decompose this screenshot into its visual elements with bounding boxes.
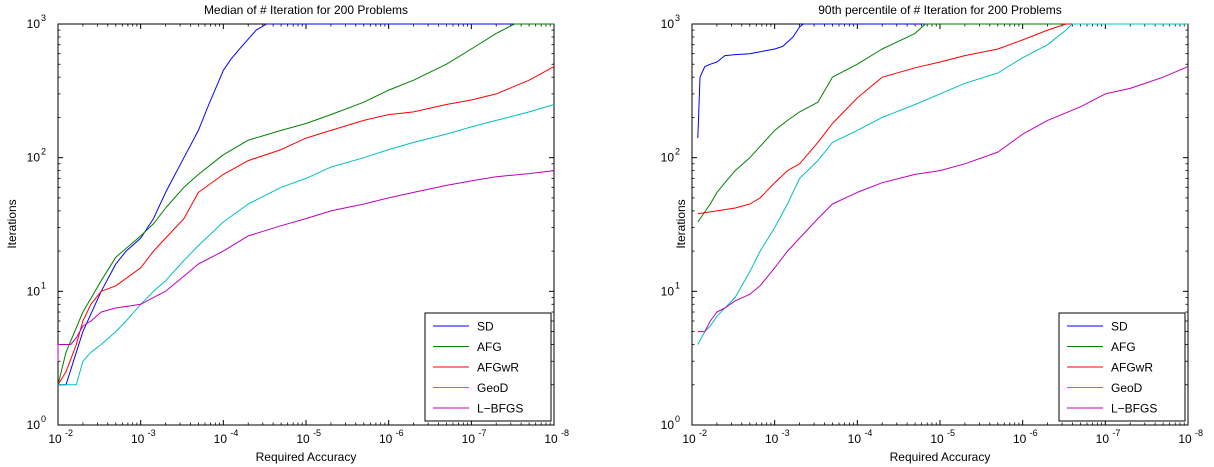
series-line-lbfgs: [697, 66, 1189, 333]
x-tick-label: 10: [296, 432, 310, 446]
y-tick-exponent: 1: [41, 280, 46, 290]
x-tick-label: 10: [131, 432, 145, 446]
x-tick-exponent: -8: [561, 428, 569, 438]
series-lines: [697, 23, 1189, 345]
y-tick-label: 10: [661, 17, 675, 31]
series-line-afgwr: [57, 66, 555, 386]
legend-label: SD: [1111, 320, 1128, 334]
x-tick-exponent: -6: [396, 428, 404, 438]
median-iterations-chart: Median of # Iteration for 200 Problems I…: [5, 3, 569, 464]
x-tick-label: 10: [379, 432, 393, 446]
x-tick-exponent: -5: [313, 428, 321, 438]
legend-label: AFGwR: [477, 361, 519, 375]
x-tick-label: 10: [544, 432, 558, 446]
x-tick-label: 10: [682, 432, 696, 446]
x-tick-label: 10: [462, 432, 476, 446]
axis-ticks: 10 -2 10 -3 10 -4 10 -5 10 -6 10 -7 10 -810 010 110 210 3: [27, 13, 569, 446]
series-lines: [57, 23, 555, 386]
y-tick-label: 10: [27, 17, 41, 31]
y-tick-exponent: 3: [41, 13, 46, 23]
series-line-afg: [57, 23, 554, 385]
x-tick-label: 10: [848, 432, 862, 446]
y-tick-exponent: 2: [675, 147, 680, 157]
y-tick-label: 10: [661, 418, 675, 432]
chart-title: Median of # Iteration for 200 Problems: [204, 3, 408, 17]
series-line-lbfgs: [57, 170, 555, 362]
legend: SD AFG AFGwR GeoD L−BFGS: [424, 312, 552, 422]
y-tick-label: 10: [27, 151, 41, 165]
x-tick-exponent: -2: [699, 428, 707, 438]
series-line-geod: [58, 104, 555, 386]
y-axis-label: Iterations: [5, 199, 19, 248]
x-axis-label: Required Accuracy: [256, 450, 357, 464]
x-tick-exponent: -4: [864, 428, 872, 438]
y-tick-exponent: 3: [675, 13, 680, 23]
y-tick-exponent: 2: [41, 147, 46, 157]
legend: SD AFG AFGwR GeoD L−BFGS: [1058, 312, 1186, 422]
y-tick-exponent: 0: [675, 414, 680, 424]
x-axis-label: Required Accuracy: [890, 450, 991, 464]
legend-label: AFGwR: [1111, 361, 1153, 375]
y-tick-exponent: 0: [41, 414, 46, 424]
x-tick-label: 10: [765, 432, 779, 446]
x-tick-exponent: -6: [1030, 428, 1038, 438]
legend-label: SD: [477, 320, 494, 334]
x-tick-label: 10: [1096, 432, 1110, 446]
x-tick-label: 10: [214, 432, 228, 446]
x-tick-exponent: -2: [65, 428, 73, 438]
x-tick-exponent: -7: [1112, 428, 1120, 438]
legend-label: L−BFGS: [477, 402, 523, 416]
x-tick-label: 10: [930, 432, 944, 446]
legend-label: AFG: [1111, 340, 1136, 354]
x-tick-exponent: -3: [148, 428, 156, 438]
percentile-iterations-chart: 90th percentile of # Iteration for 200 P…: [661, 3, 1203, 464]
x-tick-label: 10: [48, 432, 62, 446]
legend-label: GeoD: [1111, 381, 1143, 395]
series-line-afgwr: [697, 23, 1188, 215]
legend-label: L−BFGS: [1111, 402, 1157, 416]
y-tick-label: 10: [661, 284, 675, 298]
chart-title: 90th percentile of # Iteration for 200 P…: [818, 3, 1061, 17]
x-tick-exponent: -8: [1195, 428, 1203, 438]
series-line-sd: [58, 23, 554, 386]
series-line-sd: [697, 23, 1188, 139]
x-tick-label: 10: [1178, 432, 1192, 446]
legend-label: GeoD: [477, 381, 509, 395]
legend-label: AFG: [477, 340, 502, 354]
axis-ticks: 10 -2 10 -3 10 -4 10 -5 10 -6 10 -7 10 -810 010 110 210 3: [661, 13, 1203, 446]
y-axis-label: Iterations: [674, 199, 688, 248]
series-line-afg: [697, 23, 1188, 223]
x-tick-exponent: -5: [947, 428, 955, 438]
x-tick-label: 10: [1013, 432, 1027, 446]
y-tick-label: 10: [27, 284, 41, 298]
x-tick-exponent: -3: [782, 428, 790, 438]
x-tick-exponent: -7: [478, 428, 486, 438]
x-tick-exponent: -4: [230, 428, 238, 438]
y-tick-label: 10: [27, 418, 41, 432]
y-tick-label: 10: [661, 151, 675, 165]
y-tick-exponent: 1: [675, 280, 680, 290]
